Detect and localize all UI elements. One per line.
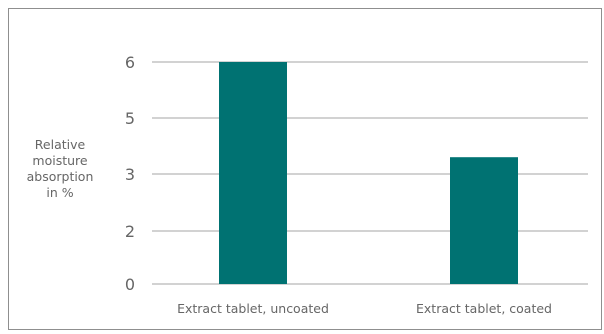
x-tick-label-1: Extract tablet, uncoated — [177, 301, 329, 316]
y-tick-label-3: 3 — [125, 165, 135, 184]
y-tick-label-5: 5 — [125, 109, 135, 128]
y-axis-label: Relative moisture absorption in % — [26, 137, 94, 200]
y-tick-label-0: 0 — [125, 275, 135, 294]
bar-2 — [450, 157, 518, 284]
bar-1 — [219, 62, 287, 284]
chart-frame — [8, 8, 602, 330]
y-tick-label-2: 2 — [125, 222, 135, 241]
y-tick-label-6: 6 — [125, 53, 135, 72]
x-tick-label-2: Extract tablet, coated — [416, 301, 552, 316]
